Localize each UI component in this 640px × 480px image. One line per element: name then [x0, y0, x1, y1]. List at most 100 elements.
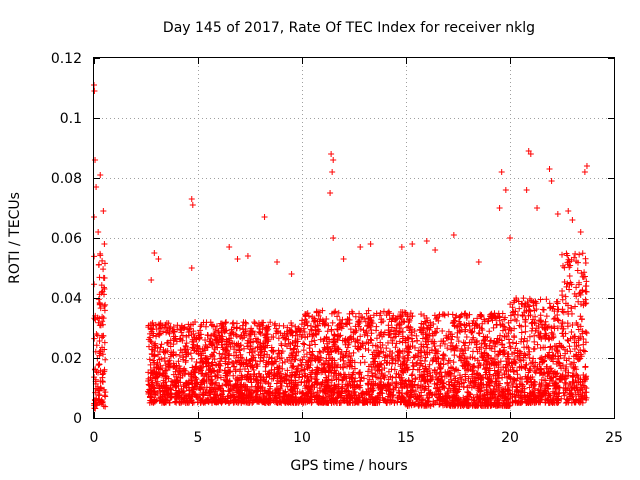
data-point [164, 385, 171, 392]
data-point [158, 383, 165, 390]
data-point [404, 313, 411, 320]
data-point [340, 256, 347, 262]
data-point [186, 326, 193, 333]
data-point [262, 378, 269, 385]
data-point [260, 319, 267, 326]
data-point [579, 399, 586, 406]
data-point [295, 348, 302, 355]
data-point [295, 374, 302, 381]
data-point [156, 332, 163, 339]
data-point [559, 325, 566, 332]
data-point [398, 315, 405, 322]
data-point [361, 331, 368, 338]
data-point [559, 288, 566, 295]
data-point [96, 274, 103, 281]
data-point [163, 382, 170, 389]
data-point [469, 364, 476, 371]
data-point [559, 371, 566, 378]
data-point [179, 332, 186, 339]
data-point [504, 353, 511, 360]
data-point [526, 348, 533, 355]
data-point [469, 401, 476, 408]
data-point [413, 395, 420, 402]
data-point [389, 350, 396, 357]
data-point [99, 351, 106, 358]
data-point [287, 330, 294, 337]
data-point [357, 384, 364, 391]
data-point [194, 393, 201, 400]
data-point [408, 381, 415, 388]
data-point [474, 315, 481, 322]
data-point [357, 314, 364, 321]
data-point [312, 324, 319, 331]
data-point [306, 364, 313, 371]
data-point [501, 371, 508, 378]
data-point [495, 359, 502, 366]
data-point [272, 387, 279, 394]
data-point [261, 388, 268, 395]
data-point [272, 320, 279, 327]
data-point [516, 305, 523, 312]
data-point [531, 379, 538, 386]
data-point [455, 318, 462, 325]
data-point [102, 356, 109, 363]
data-point [557, 352, 564, 359]
data-point [152, 321, 159, 328]
data-point [480, 402, 487, 409]
data-point [151, 352, 158, 359]
data-point [155, 382, 162, 389]
data-point [515, 392, 522, 399]
data-point [536, 317, 543, 324]
data-point [527, 360, 534, 367]
data-point [496, 380, 503, 387]
data-point [101, 307, 108, 314]
data-point [361, 315, 368, 322]
data-point [564, 348, 571, 355]
data-point [244, 363, 251, 370]
data-point [224, 338, 231, 345]
data-point [200, 378, 207, 385]
data-point [574, 267, 581, 274]
data-point [202, 354, 209, 361]
data-point [145, 322, 152, 329]
data-point [194, 379, 201, 386]
data-point [509, 351, 516, 358]
data-point [570, 359, 577, 366]
data-point [408, 332, 415, 339]
data-point [514, 384, 521, 391]
data-point [292, 332, 299, 339]
data-point [260, 399, 267, 406]
data-point [95, 319, 102, 326]
data-point [348, 308, 355, 315]
data-point [440, 351, 447, 358]
data-point [94, 383, 101, 390]
data-point [188, 331, 195, 338]
data-point [199, 384, 206, 391]
data-point [242, 319, 249, 326]
data-point [193, 364, 200, 371]
data-point [346, 334, 353, 341]
data-point [473, 339, 480, 346]
data-point [581, 348, 588, 355]
data-point [448, 346, 455, 353]
data-point [357, 326, 364, 333]
data-point [452, 344, 459, 351]
data-point [389, 374, 396, 381]
data-point [152, 375, 159, 382]
data-point [422, 363, 429, 370]
data-point [509, 309, 516, 316]
data-point [401, 355, 408, 362]
data-point [327, 355, 334, 362]
data-point [287, 352, 294, 359]
data-point [564, 372, 571, 379]
data-point [289, 388, 296, 395]
data-point [338, 348, 345, 355]
data-point [349, 357, 356, 364]
data-point [409, 378, 416, 385]
data-point [334, 313, 341, 320]
data-point [254, 322, 261, 329]
data-point [537, 330, 544, 337]
data-point [579, 330, 586, 337]
data-point [461, 321, 468, 328]
data-point [462, 373, 469, 380]
